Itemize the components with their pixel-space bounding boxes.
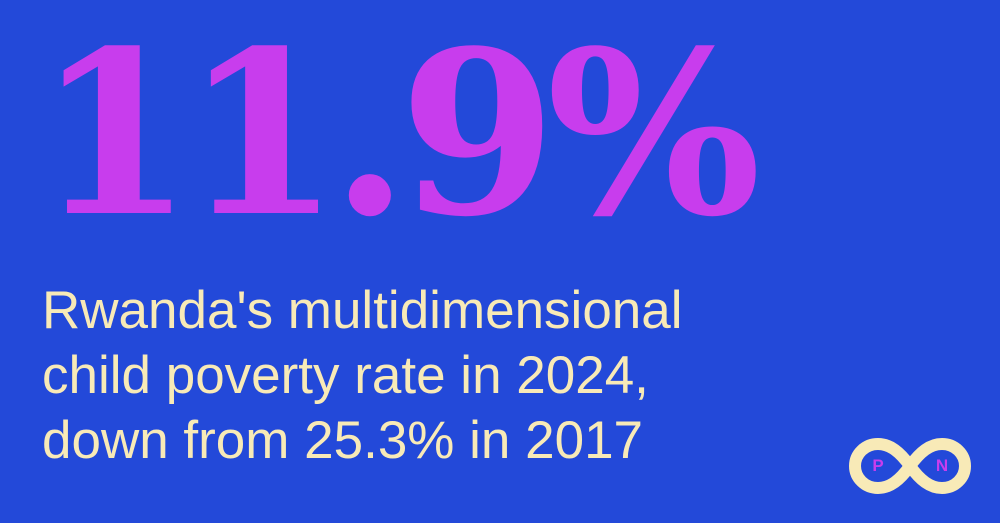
infinity-logo-icon: P N xyxy=(845,432,975,500)
caption-line-2: child poverty rate in 2024, xyxy=(42,346,649,405)
headline-stat: 11.9% xyxy=(36,2,761,267)
caption-line-1: Rwanda's multidimensional xyxy=(42,281,683,340)
logo-letter-left: P xyxy=(872,456,884,475)
logo-letter-right: N xyxy=(935,456,949,475)
caption-text: Rwanda's multidimensional child poverty … xyxy=(42,278,842,473)
caption-line-3: down from 25.3% in 2017 xyxy=(42,411,644,470)
